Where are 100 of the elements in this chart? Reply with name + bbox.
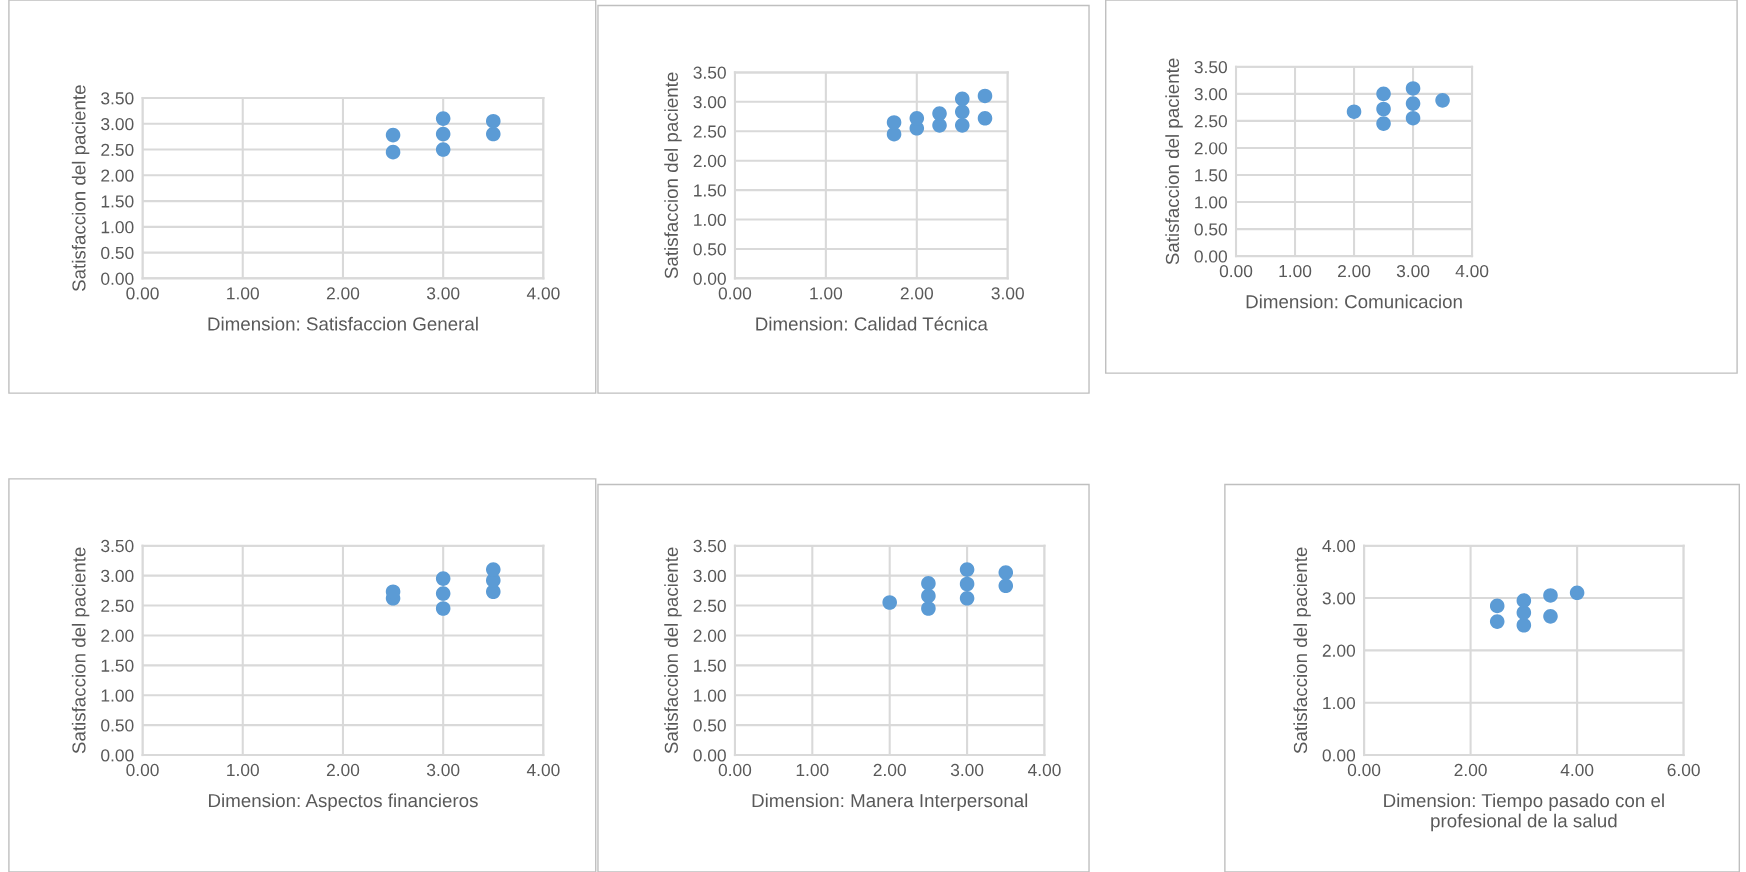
x-tick-label: 0.00 [718,763,752,777]
point [1346,104,1362,119]
x-tick-label: 4.00 [526,763,560,777]
x-tick-label: 1.00 [227,287,259,300]
point [998,565,1014,580]
point [909,111,925,126]
y-axis-title: Satisfaccion del paciente [664,547,682,754]
x-tick-label: 2.00 [1454,763,1487,777]
y-tick-label: 3.50 [1194,60,1227,74]
y-tick-label: 3.00 [693,569,726,583]
x-tick-label: 1.00 [810,287,843,300]
x-axis-title: Dimension: Satisfaccion General [208,316,478,331]
x-tick-label: 3.00 [426,287,460,300]
x-tick-label: 3.00 [1396,264,1430,278]
point [435,601,451,616]
x-axis-title: Dimension: Aspectos financieros [209,793,478,811]
point [959,591,975,606]
point [886,115,902,130]
point [1376,116,1391,131]
y-tick-label: 0.50 [693,243,726,256]
x-tick-label: 0.00 [126,763,159,777]
x-tick-label: 3.00 [950,763,984,777]
x-axis-title: Dimension: Manera Interpersonal [752,793,1028,811]
x-tick-label: 0.00 [126,287,159,300]
point [435,586,451,601]
x-axis-title: Dimension: Comunicacion [1246,294,1462,309]
y-tick-label: 0.50 [101,719,134,732]
point [385,144,401,160]
y-axis-title: Satisfaccion del paciente [664,72,682,279]
point [486,126,501,142]
point [486,113,501,129]
y-tick-label: 2.00 [693,629,726,642]
point [1516,605,1532,620]
x-tick-label: 2.00 [326,287,360,300]
point [932,106,947,121]
point [435,571,451,586]
point [1405,96,1421,111]
point [954,91,970,107]
y-tick-label: 2.00 [1194,142,1227,155]
y-tick-label: 1.00 [694,213,726,227]
point [959,562,975,577]
y-tick-label: 1.50 [101,195,134,208]
point [1569,585,1585,601]
y-tick-label: 0.00 [1322,749,1356,762]
point [385,127,401,143]
y-tick-label: 2.00 [693,154,726,168]
y-tick-label: 0.50 [693,719,726,732]
point [954,104,970,120]
y-tick-label: 0.50 [101,246,134,260]
x-tick-label: 4.00 [1560,763,1594,777]
x-tick-label: 4.00 [1027,763,1061,777]
point [1489,598,1505,614]
y-tick-label: 1.50 [101,659,134,672]
y-axis-title: Satisfaccion del paciente [71,547,90,754]
point [1516,617,1532,633]
point [1405,110,1421,126]
x-tick-label: 3.00 [991,287,1024,300]
y-tick-label: 2.50 [101,143,134,157]
y-tick-label: 4.00 [1322,539,1356,553]
y-axis-title: Satisfaccion del paciente [71,85,90,292]
point [921,588,936,604]
x-tick-label: 1.00 [796,763,829,777]
point [486,562,501,577]
x-tick-label: 3.00 [426,763,460,777]
y-tick-label: 1.00 [101,221,134,234]
x-tick-label: 2.00 [900,287,934,300]
x-tick-label: 1.00 [1279,264,1312,278]
y-tick-label: 0.00 [101,749,134,762]
y-tick-label: 3.00 [693,95,726,109]
point [977,88,993,104]
x-tick-label: 0.00 [1347,763,1381,777]
y-tick-label: 2.50 [693,125,726,138]
point [959,576,975,592]
x-axis-title: Dimension: Tiempo pasado con el profesional de la salud [1384,793,1664,832]
x-tick-label: 0.00 [718,287,752,300]
y-tick-label: 3.00 [1322,592,1356,605]
y-tick-label: 3.00 [1194,88,1227,101]
point [435,142,451,157]
point [1435,93,1450,108]
y-tick-label: 3.00 [101,569,134,583]
x-tick-label: 2.00 [873,763,906,777]
y-tick-label: 1.00 [101,689,134,702]
x-tick-label: 4.00 [526,287,560,300]
x-tick-label: 4.00 [1455,264,1489,278]
x-tick-label: 0.00 [1219,264,1253,278]
point [977,111,993,126]
y-axis-title: Satisfaccion del paciente [1293,547,1311,754]
point [1376,101,1391,117]
y-tick-label: 2.50 [693,599,726,612]
y-tick-label: 2.50 [101,599,134,612]
y-tick-label: 1.00 [1323,696,1356,710]
y-tick-label: 1.00 [1195,196,1227,209]
y-tick-label: 2.00 [101,169,134,182]
point [1376,86,1391,102]
y-tick-label: 0.00 [1194,250,1227,263]
y-tick-label: 1.50 [694,659,726,672]
point [1516,593,1532,608]
y-tick-label: 3.50 [693,539,726,553]
y-tick-label: 3.50 [101,539,134,553]
point [1405,81,1421,96]
